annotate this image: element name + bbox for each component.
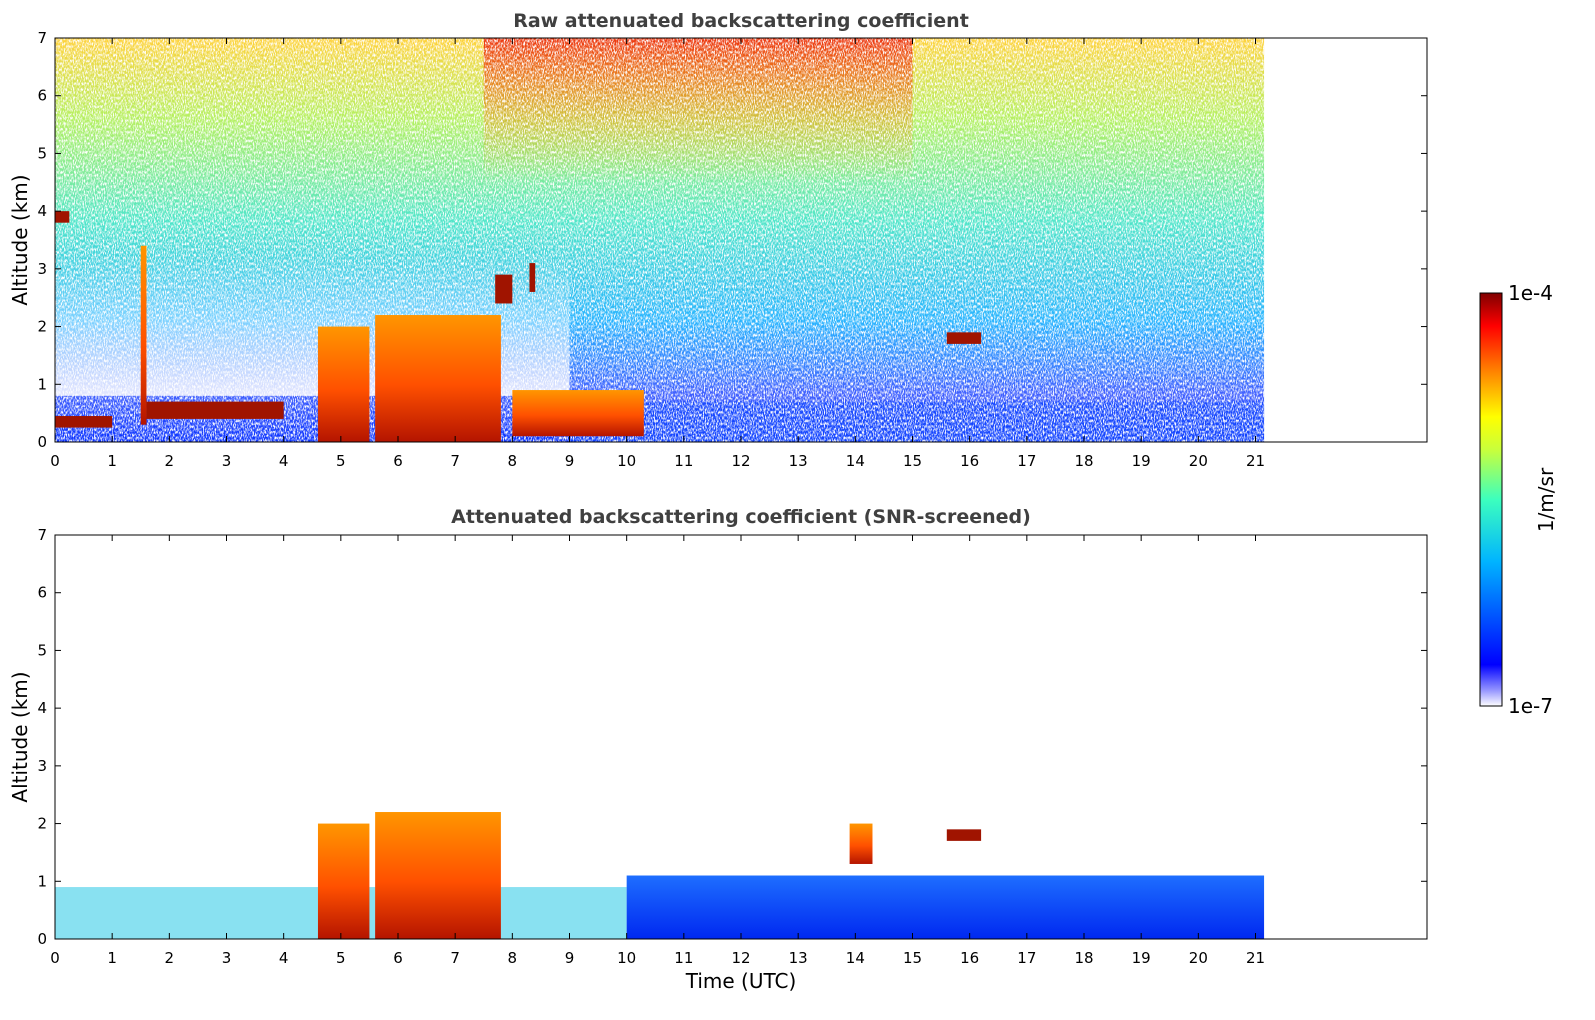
colorbar-min-label: 1e-7 xyxy=(1508,694,1553,718)
heatmap-feature-cloud xyxy=(946,829,982,841)
y-tick-label: 1 xyxy=(37,375,47,393)
heatmap-feature-cloud xyxy=(375,315,501,442)
x-tick-label: 3 xyxy=(222,949,232,967)
x-tick-label: 8 xyxy=(508,949,518,967)
raw-heatmap-area xyxy=(55,38,1265,442)
x-tick-label: 19 xyxy=(1132,949,1151,967)
raw-heatmap-data xyxy=(55,38,1265,442)
x-tick-label: 4 xyxy=(279,452,289,470)
y-tick-label: 2 xyxy=(37,318,47,336)
x-tick-label: 21 xyxy=(1246,949,1265,967)
y-tick-label: 5 xyxy=(37,144,47,162)
heatmap-feature-boundary-layer xyxy=(626,875,1265,939)
x-tick-label: 16 xyxy=(960,949,979,967)
x-tick-label: 6 xyxy=(393,949,403,967)
y-tick-label: 4 xyxy=(37,699,47,717)
x-tick-label: 15 xyxy=(903,452,922,470)
x-tick-label: 0 xyxy=(50,949,60,967)
x-tick-label: 7 xyxy=(450,452,460,470)
x-axis-label: Time (UTC) xyxy=(685,969,797,993)
x-tick-label: 10 xyxy=(617,452,636,470)
x-tick-label: 18 xyxy=(1074,452,1093,470)
heatmap-feature-cloud xyxy=(146,401,284,419)
heatmap-feature-cloud xyxy=(375,812,501,939)
x-tick-label: 5 xyxy=(336,452,346,470)
x-tick-label: 4 xyxy=(279,949,289,967)
x-tick-label: 20 xyxy=(1189,452,1208,470)
x-tick-label: 10 xyxy=(617,949,636,967)
x-tick-label: 6 xyxy=(393,452,403,470)
raw-backscatter-panel: Raw attenuated backscattering coefficien… xyxy=(8,10,1428,470)
x-tick-label: 14 xyxy=(846,949,865,967)
x-tick-label: 5 xyxy=(336,949,346,967)
x-tick-label: 18 xyxy=(1074,949,1093,967)
x-tick-label: 8 xyxy=(508,452,518,470)
y-tick-label: 7 xyxy=(37,29,47,47)
y-tick-label: 3 xyxy=(37,260,47,278)
y-tick-label: 6 xyxy=(37,584,47,602)
y-tick-label: 6 xyxy=(37,87,47,105)
colorbar-max-label: 1e-4 xyxy=(1508,281,1553,305)
x-tick-label: 19 xyxy=(1132,452,1151,470)
heatmap-feature-cloud xyxy=(849,823,873,864)
y-tick-label: 3 xyxy=(37,757,47,775)
screened-heatmap-data xyxy=(55,812,1265,939)
x-tick-label: 9 xyxy=(565,949,575,967)
y-tick-label: 5 xyxy=(37,641,47,659)
heatmap-feature-cloud xyxy=(495,274,513,304)
heatmap-feature-cloud xyxy=(317,326,370,442)
x-tick-label: 0 xyxy=(50,452,60,470)
y-tick-label: 0 xyxy=(37,433,47,451)
x-tick-label: 13 xyxy=(789,949,808,967)
screened-backscatter-panel: Attenuated backscattering coefficient (S… xyxy=(8,506,1428,993)
x-tick-label: 11 xyxy=(674,452,693,470)
x-tick-label: 17 xyxy=(1017,452,1036,470)
x-tick-label: 12 xyxy=(731,452,750,470)
x-tick-label: 15 xyxy=(903,949,922,967)
x-tick-label: 2 xyxy=(165,949,175,967)
heatmap-feature-cloud xyxy=(529,263,536,292)
heatmap-feature-cloud xyxy=(140,245,147,425)
x-tick-label: 16 xyxy=(960,452,979,470)
screened-y-axis-label: Altitude (km) xyxy=(8,671,32,802)
x-tick-label: 3 xyxy=(222,452,232,470)
x-tick-label: 11 xyxy=(674,949,693,967)
x-tick-label: 1 xyxy=(107,949,117,967)
raw-panel-title: Raw attenuated backscattering coefficien… xyxy=(513,10,969,32)
heatmap-feature-cloud xyxy=(317,823,370,939)
y-tick-label: 4 xyxy=(37,202,47,220)
x-tick-label: 1 xyxy=(107,452,117,470)
raw-y-axis-label: Altitude (km) xyxy=(8,174,32,305)
colorbar-gradient xyxy=(1479,292,1503,707)
screened-heatmap-area xyxy=(55,812,1265,939)
x-tick-label: 17 xyxy=(1017,949,1036,967)
screened-panel-title: Attenuated backscattering coefficient (S… xyxy=(451,506,1031,528)
x-tick-label: 2 xyxy=(165,452,175,470)
heatmap-feature-cloud xyxy=(512,390,644,437)
x-tick-label: 9 xyxy=(565,452,575,470)
heatmap-feature-cloud xyxy=(55,211,70,223)
noise-speckle xyxy=(55,38,1265,442)
x-tick-label: 7 xyxy=(450,949,460,967)
x-tick-label: 21 xyxy=(1246,452,1265,470)
raw-axis-ticks: 0 1 2 3 4 5 6 7 8 9 10 11 12 13 14 15 16 17 18 19 20 21012345… xyxy=(37,29,1427,470)
y-tick-label: 1 xyxy=(37,872,47,890)
heatmap-feature-cloud xyxy=(55,416,113,428)
colorbar-unit-label: 1/m/sr xyxy=(1534,467,1558,532)
x-tick-label: 20 xyxy=(1189,949,1208,967)
x-tick-label: 13 xyxy=(789,452,808,470)
screened-axis-ticks: 0 1 2 3 4 5 6 7 8 9 10 11 12 13 14 15 16 17 18 19 20 21012345… xyxy=(37,526,1427,967)
y-tick-label: 0 xyxy=(37,930,47,948)
heatmap-feature-cloud xyxy=(946,332,982,344)
x-tick-label: 14 xyxy=(846,452,865,470)
y-tick-label: 2 xyxy=(37,815,47,833)
x-tick-label: 12 xyxy=(731,949,750,967)
colorbar: 1e-4 1e-7 1/m/sr xyxy=(1479,281,1558,718)
y-tick-label: 7 xyxy=(37,526,47,544)
